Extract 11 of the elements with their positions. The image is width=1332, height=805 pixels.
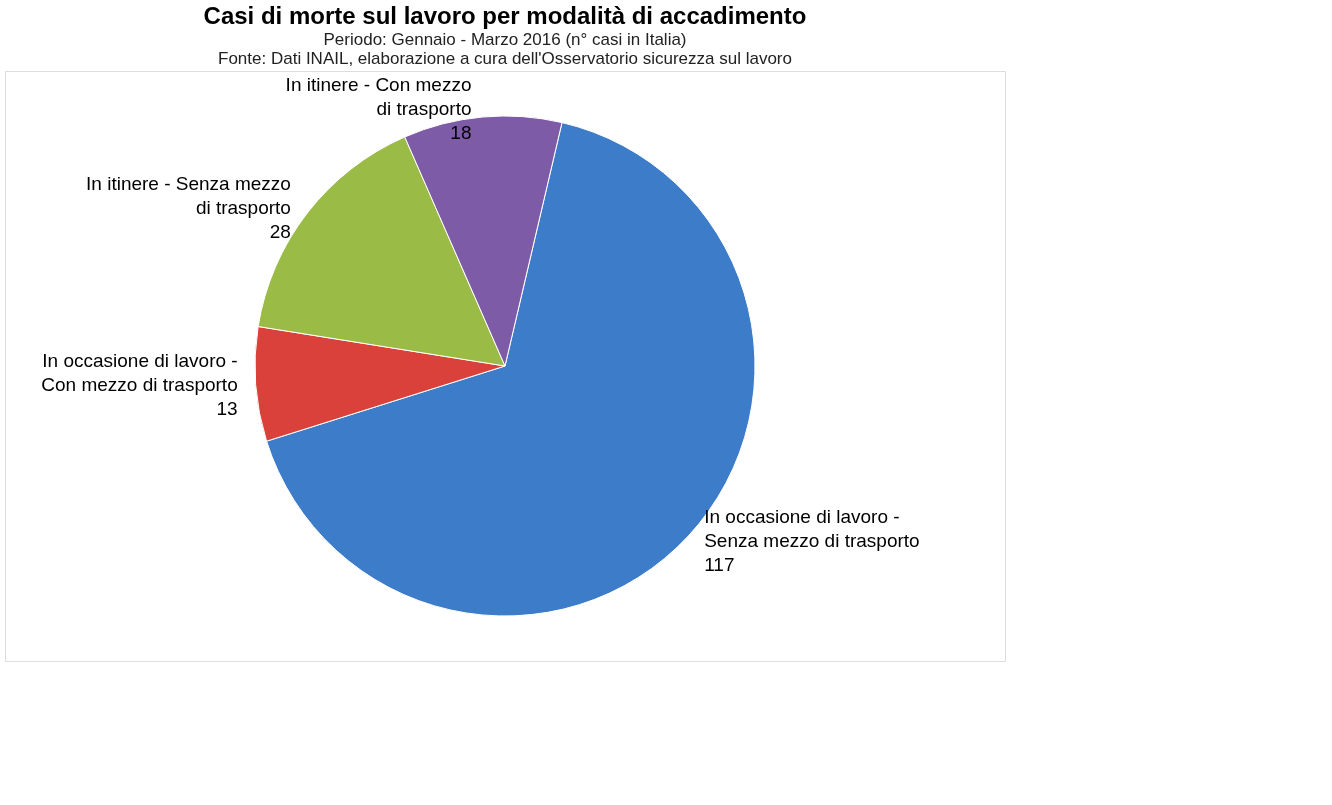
slice-label: In itinere - Senza mezzo di trasporto: [86, 173, 291, 219]
data-label: 18: [450, 122, 472, 144]
slice-label: In itinere - Con mezzo di trasporto: [285, 74, 472, 120]
data-label: 13: [216, 397, 238, 419]
slice-label: In occasione di lavoro - Senza mezzo di trasporto: [704, 506, 920, 552]
chart-title: Casi di morte sul lavoro per modalità di accadimento: [203, 2, 807, 29]
slice-label: In occasione di lavoro - Con mezzo di trasporto: [41, 349, 238, 395]
data-label: 28: [269, 221, 291, 243]
data-label: 117: [704, 554, 735, 576]
chart-subtitle: Periodo: Gennaio - Marzo 2016 (n° casi in Italia): [323, 30, 687, 49]
source-note: Fonte: Dati INAIL, elaborazione a cura dell'Osservatorio sicurezza sul lavoro: [218, 49, 792, 68]
